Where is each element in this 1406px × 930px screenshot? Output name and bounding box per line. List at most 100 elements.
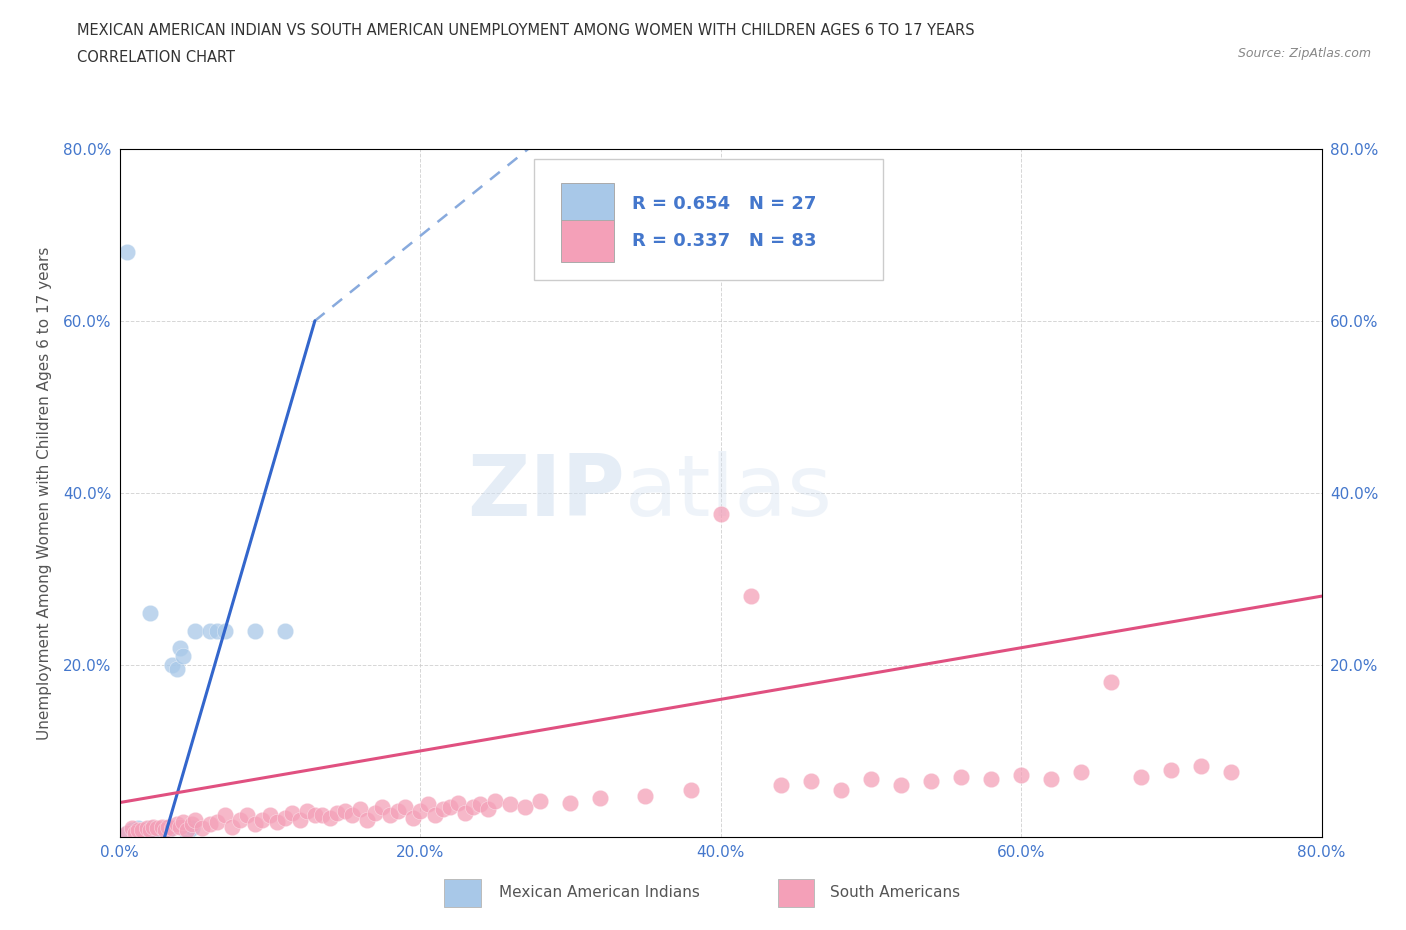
Point	[423, 808, 446, 823]
Point	[172, 649, 194, 664]
Point	[180, 817, 202, 831]
Point	[127, 821, 149, 836]
Point	[477, 802, 499, 817]
Point	[259, 808, 281, 823]
Point	[121, 821, 143, 836]
Point	[180, 821, 202, 836]
Point	[115, 245, 138, 259]
Point	[920, 774, 942, 789]
Point	[205, 814, 228, 829]
Point	[146, 823, 169, 838]
Point	[461, 800, 484, 815]
Point	[1070, 765, 1092, 780]
Point	[439, 800, 461, 815]
Point	[364, 805, 387, 820]
Point	[769, 777, 792, 792]
Point	[401, 811, 423, 826]
Point	[634, 789, 657, 804]
Point	[176, 823, 198, 838]
Point	[131, 823, 153, 838]
Point	[484, 793, 506, 808]
Point	[1130, 769, 1153, 784]
Point	[214, 808, 236, 823]
Point	[221, 819, 243, 834]
Y-axis label: Unemployment Among Women with Children Ages 6 to 17 years: Unemployment Among Women with Children A…	[37, 246, 52, 739]
Point	[198, 623, 221, 638]
Point	[135, 825, 157, 840]
Point	[446, 795, 468, 810]
Point	[183, 813, 205, 828]
Point	[319, 811, 342, 826]
Point	[378, 808, 401, 823]
Point	[356, 813, 378, 828]
Point	[252, 813, 274, 828]
Point	[432, 802, 454, 817]
Point	[169, 641, 191, 656]
Point	[156, 819, 179, 834]
Point	[150, 825, 173, 840]
Point	[274, 623, 297, 638]
Point	[131, 825, 153, 840]
Point	[800, 774, 823, 789]
Point	[138, 823, 160, 838]
Point	[160, 821, 183, 836]
Point	[311, 808, 333, 823]
Point	[138, 821, 160, 836]
Point	[468, 797, 492, 812]
Point	[266, 814, 288, 829]
Point	[166, 817, 188, 831]
Point	[499, 797, 522, 812]
Point	[243, 817, 266, 831]
Point	[288, 813, 311, 828]
Point	[890, 777, 912, 792]
Point	[709, 507, 731, 522]
Point	[326, 805, 349, 820]
Point	[228, 813, 252, 828]
Point	[146, 821, 169, 836]
Point	[1189, 759, 1212, 774]
Point	[214, 623, 236, 638]
Point	[115, 825, 138, 840]
Point	[121, 823, 143, 838]
Point	[153, 823, 176, 838]
Point	[515, 800, 537, 815]
Text: atlas: atlas	[624, 451, 832, 535]
Point	[243, 623, 266, 638]
Point	[142, 825, 165, 840]
Point	[950, 769, 973, 784]
Point	[830, 782, 852, 797]
Point	[297, 804, 319, 818]
FancyBboxPatch shape	[561, 220, 613, 262]
Point	[191, 821, 214, 836]
Point	[529, 793, 551, 808]
Point	[1160, 763, 1182, 777]
Point	[205, 623, 228, 638]
Point	[166, 662, 188, 677]
Point	[138, 606, 160, 621]
Point	[371, 800, 394, 815]
Point	[176, 825, 198, 840]
Text: Mexican American Indians: Mexican American Indians	[499, 885, 700, 900]
Point	[156, 823, 179, 838]
Point	[153, 821, 176, 836]
Point	[274, 811, 297, 826]
Text: Source: ZipAtlas.com: Source: ZipAtlas.com	[1237, 46, 1371, 60]
Point	[1040, 771, 1063, 786]
Point	[1220, 765, 1243, 780]
Point	[236, 808, 259, 823]
Point	[589, 790, 612, 805]
Point	[560, 795, 582, 810]
Point	[304, 808, 326, 823]
Text: R = 0.337   N = 83: R = 0.337 N = 83	[631, 232, 815, 250]
FancyBboxPatch shape	[534, 159, 883, 280]
Point	[281, 805, 304, 820]
Point	[115, 825, 138, 840]
Point	[342, 808, 364, 823]
Point	[172, 814, 194, 829]
Text: R = 0.654   N = 27: R = 0.654 N = 27	[631, 195, 815, 213]
Point	[124, 825, 146, 840]
Point	[150, 819, 173, 834]
Point	[679, 782, 702, 797]
Point	[160, 658, 183, 672]
Point	[454, 805, 477, 820]
